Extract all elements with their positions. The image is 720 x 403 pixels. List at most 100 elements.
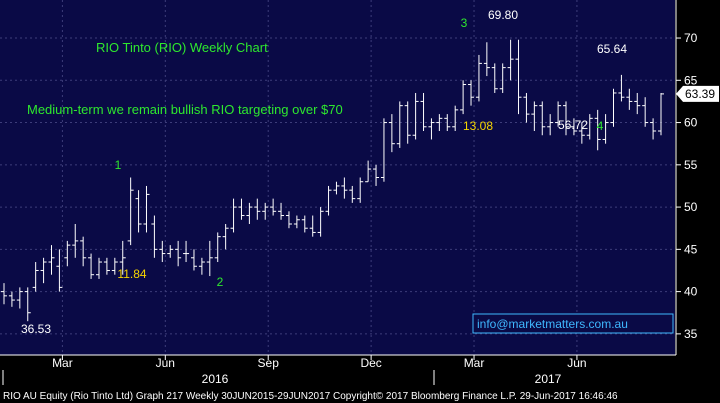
- ohlc-bar: [301, 215, 308, 233]
- annotation-label: 2: [217, 275, 224, 289]
- annotations: 36.53 1 11.84 2 3 69.80 13.08 65.64 56.72 4: [21, 8, 627, 336]
- last-price-tag: 63.39: [676, 85, 719, 102]
- ohlc-bar: [333, 181, 340, 195]
- ohlc-bar: [570, 118, 577, 136]
- last-price-tag-shape: [676, 85, 719, 102]
- watermark-text: info@marketmatters.com.au: [477, 317, 628, 331]
- watermark-box: [472, 313, 674, 334]
- x-tick-label: Mar: [52, 356, 73, 370]
- annotation-label: 1: [115, 158, 122, 172]
- ohlc-bar: [404, 101, 411, 144]
- ohlc-bar: [8, 291, 15, 307]
- ohlc-bar: [388, 114, 395, 153]
- ohlc-bar: [293, 215, 300, 229]
- ohlc-bar: [610, 88, 617, 127]
- ohlc-bar: [48, 245, 55, 275]
- annotation-label: 36.53: [21, 322, 51, 336]
- y-tick-label: 50: [684, 200, 698, 214]
- y-tick-label: 45: [684, 242, 698, 256]
- ohlc-bar: [151, 215, 158, 258]
- right-axis-background: [675, 0, 720, 355]
- ohlc-bar: [317, 207, 324, 237]
- ohlc-bar: [32, 262, 39, 292]
- ohlc-bar: [262, 202, 269, 220]
- ohlc-bar: [95, 257, 102, 279]
- last-price-tag-text: 63.39: [685, 87, 715, 101]
- ohlc-bar: [412, 92, 419, 140]
- ohlc-bar: [238, 198, 245, 220]
- ohlc-bar: [230, 198, 237, 233]
- plot-background: [0, 0, 675, 355]
- ohlc-bar: [602, 114, 609, 144]
- x-tick-label: Dec: [360, 356, 381, 370]
- ohlc-bar: [539, 101, 546, 136]
- x-axis: Mar Jun Sep Dec Mar Jun 2016 2017: [0, 354, 676, 386]
- ohlc-bar: [56, 249, 63, 292]
- x-tick-label: Jun: [156, 356, 175, 370]
- ohlc-bar: [618, 74, 625, 102]
- ohlc-bar: [214, 232, 221, 263]
- ohlc-bar: [436, 114, 443, 132]
- ohlc-bar: [341, 177, 348, 199]
- annotation-label: 4: [597, 119, 604, 133]
- ohlc-bar: [16, 287, 23, 309]
- ohlc-bar: [563, 101, 570, 136]
- ohlc-bar: [88, 253, 95, 279]
- ohlc-bar: [515, 39, 522, 115]
- x-tick-label: Sep: [258, 356, 280, 370]
- ohlc-bar: [270, 198, 277, 216]
- annotation-label: 13.08: [463, 119, 493, 133]
- ohlc-bar: [111, 257, 118, 275]
- ohlc-bar: [246, 202, 253, 224]
- ohlc-bar: [373, 164, 380, 186]
- y-tick-label: 70: [684, 31, 698, 45]
- ohlc-bar: [578, 122, 585, 144]
- ohlc-bar: [159, 240, 166, 263]
- ohlc-bar: [325, 185, 332, 216]
- chart-subtitle: Medium-term we remain bullish RIO target…: [27, 102, 343, 117]
- ohlc-bar: [452, 105, 459, 132]
- ohlc-bar: [555, 101, 562, 127]
- ohlc-bar: [64, 240, 71, 267]
- ohlc-bar: [626, 88, 633, 110]
- annotation-label: 69.80: [488, 8, 518, 22]
- ohlc-bar: [460, 80, 467, 115]
- ohlc-bar: [190, 249, 197, 271]
- ohlc-bar: [499, 63, 506, 93]
- ohlc-bar: [119, 240, 126, 275]
- ohlc-bar: [40, 257, 47, 284]
- ohlc-bar: [349, 185, 356, 203]
- ohlc-bar: [475, 54, 482, 102]
- ohlc-bar: [103, 257, 110, 275]
- annotation-label: 56.72: [558, 118, 588, 132]
- ohlc-bar: [24, 287, 31, 322]
- ohlc-bar: [183, 240, 190, 263]
- ohlc-bar: [285, 211, 292, 229]
- ohlc-bar: [428, 118, 435, 140]
- y-tick-label: 65: [684, 73, 698, 87]
- ohlc-bar: [127, 177, 134, 246]
- ohlc-bar: [523, 92, 530, 123]
- ohlc-bar: [222, 223, 229, 250]
- x-year-label: 2016: [202, 372, 229, 386]
- ohlc-bar: [531, 101, 538, 132]
- ohlc-bar: [143, 185, 150, 233]
- chart-title: RIO Tinto (RIO) Weekly Chart: [96, 40, 268, 55]
- ohlc-bar: [491, 63, 498, 93]
- ohlc-bar: [594, 109, 601, 151]
- ohlc-bar: [380, 118, 387, 182]
- ohlc-bar: [507, 39, 514, 81]
- y-tick-label: 60: [684, 116, 698, 130]
- gridlines: [0, 0, 675, 355]
- footer-text: RIO AU Equity (Rio Tinto Ltd) Graph 217 …: [3, 391, 618, 402]
- annotation-label: 11.84: [117, 267, 146, 281]
- ohlc-bar: [206, 240, 213, 277]
- bottom-axis-background: [0, 355, 720, 403]
- ohlc-bar: [642, 97, 649, 127]
- ohlc-bar: [658, 92, 664, 136]
- ohlc-bar: [1, 283, 7, 305]
- ohlc-bar: [650, 118, 657, 140]
- y-tick-label: 35: [684, 327, 698, 341]
- ohlc-bar: [396, 101, 403, 148]
